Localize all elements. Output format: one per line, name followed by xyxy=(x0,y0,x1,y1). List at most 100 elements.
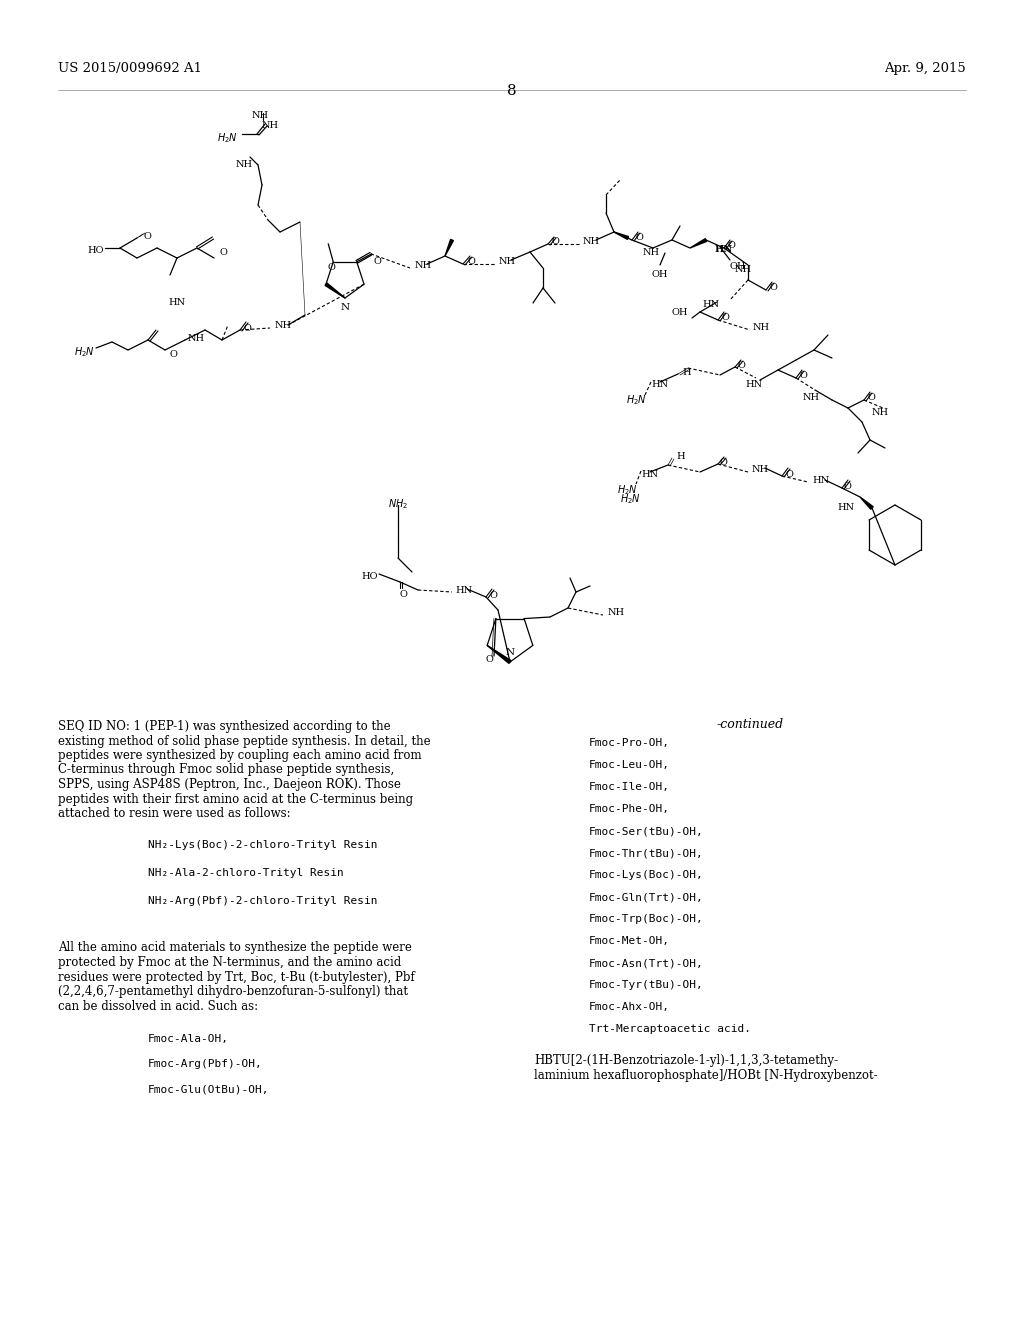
Text: $H_2N$: $H_2N$ xyxy=(217,131,239,145)
Text: O: O xyxy=(769,282,777,292)
Text: NH₂-Lys(Boc)-2-chloro-Trityl Resin: NH₂-Lys(Boc)-2-chloro-Trityl Resin xyxy=(148,840,378,850)
Text: NH: NH xyxy=(415,261,432,271)
Text: Fmoc-Ser(tBu)-OH,: Fmoc-Ser(tBu)-OH, xyxy=(589,826,703,836)
Text: O: O xyxy=(727,242,735,249)
Text: US 2015/0099692 A1: US 2015/0099692 A1 xyxy=(58,62,202,75)
Text: Fmoc-Trp(Boc)-OH,: Fmoc-Trp(Boc)-OH, xyxy=(589,913,703,924)
Text: NH: NH xyxy=(753,323,770,333)
Text: O: O xyxy=(489,591,497,601)
Text: O: O xyxy=(867,393,874,403)
Text: O: O xyxy=(219,248,227,257)
Text: O: O xyxy=(143,232,151,242)
Polygon shape xyxy=(325,282,345,298)
Text: OH: OH xyxy=(730,261,746,271)
Text: existing method of solid phase peptide synthesis. In detail, the: existing method of solid phase peptide s… xyxy=(58,734,431,747)
Text: HN: HN xyxy=(168,298,185,308)
Text: NH₂-Ala-2-chloro-Trityl Resin: NH₂-Ala-2-chloro-Trityl Resin xyxy=(148,867,344,878)
Text: 8: 8 xyxy=(507,84,517,98)
Text: Fmoc-Met-OH,: Fmoc-Met-OH, xyxy=(589,936,670,946)
Text: HN: HN xyxy=(812,477,829,484)
Text: OH: OH xyxy=(672,308,688,317)
Text: Apr. 9, 2015: Apr. 9, 2015 xyxy=(885,62,966,75)
Text: O: O xyxy=(169,350,177,359)
Text: O: O xyxy=(327,263,335,272)
Text: NH: NH xyxy=(252,111,268,120)
Text: HN: HN xyxy=(702,300,720,309)
Text: NH: NH xyxy=(275,321,292,330)
Polygon shape xyxy=(487,645,511,664)
Text: $H_2N$: $H_2N$ xyxy=(620,492,641,506)
Text: C-terminus through Fmoc solid phase peptide synthesis,: C-terminus through Fmoc solid phase pept… xyxy=(58,763,394,776)
Text: N: N xyxy=(340,304,349,312)
Text: Fmoc-Lys(Boc)-OH,: Fmoc-Lys(Boc)-OH, xyxy=(589,870,703,880)
Text: Trt-Mercaptoacetic acid.: Trt-Mercaptoacetic acid. xyxy=(589,1024,751,1034)
Text: O: O xyxy=(738,360,745,370)
Text: O: O xyxy=(720,458,728,467)
Text: SPPS, using ASP48S (Peptron, Inc., Daejeon ROK). Those: SPPS, using ASP48S (Peptron, Inc., Daeje… xyxy=(58,777,400,791)
Text: NH: NH xyxy=(236,160,253,169)
Text: NH: NH xyxy=(643,248,660,257)
Text: HN: HN xyxy=(651,380,668,389)
Text: O: O xyxy=(400,590,408,599)
Text: HBTU[2-(1H-Benzotriazole-1-yl)-1,1,3,3-tetamethy-: HBTU[2-(1H-Benzotriazole-1-yl)-1,1,3,3-t… xyxy=(534,1053,838,1067)
Text: O: O xyxy=(485,655,493,664)
Text: N: N xyxy=(506,648,515,657)
Text: NH: NH xyxy=(188,334,205,343)
Text: O: O xyxy=(785,470,793,479)
Text: O: O xyxy=(721,313,729,322)
Text: Fmoc-Leu-OH,: Fmoc-Leu-OH, xyxy=(589,760,670,770)
Text: Fmoc-Ahx-OH,: Fmoc-Ahx-OH, xyxy=(589,1002,670,1012)
Text: NH: NH xyxy=(608,609,625,616)
Text: O: O xyxy=(636,234,644,242)
Text: Fmoc-Thr(tBu)-OH,: Fmoc-Thr(tBu)-OH, xyxy=(589,847,703,858)
Text: laminium hexafluorophosphate]/HOBt [N-Hydroxybenzot-: laminium hexafluorophosphate]/HOBt [N-Hy… xyxy=(534,1068,878,1081)
Text: $H_2N$: $H_2N$ xyxy=(617,483,638,496)
Text: $H_2N$: $H_2N$ xyxy=(626,393,647,407)
Text: All the amino acid materials to synthesize the peptide were: All the amino acid materials to synthesi… xyxy=(58,941,412,954)
Text: Fmoc-Gln(Trt)-OH,: Fmoc-Gln(Trt)-OH, xyxy=(589,892,703,902)
Text: H: H xyxy=(682,368,690,378)
Polygon shape xyxy=(445,239,454,256)
Text: NH: NH xyxy=(583,238,600,246)
Text: -continued: -continued xyxy=(717,718,783,731)
Text: O: O xyxy=(844,482,852,491)
Text: NH: NH xyxy=(262,121,280,129)
Text: HN: HN xyxy=(715,246,733,253)
Polygon shape xyxy=(860,498,873,510)
Text: O: O xyxy=(467,257,475,267)
Text: OH: OH xyxy=(651,271,669,279)
Text: SEQ ID NO: 1 (PEP-1) was synthesized according to the: SEQ ID NO: 1 (PEP-1) was synthesized acc… xyxy=(58,719,390,733)
Text: Fmoc-Tyr(tBu)-OH,: Fmoc-Tyr(tBu)-OH, xyxy=(589,979,703,990)
Text: can be dissolved in acid. Such as:: can be dissolved in acid. Such as: xyxy=(58,999,258,1012)
Text: attached to resin were used as follows:: attached to resin were used as follows: xyxy=(58,807,291,820)
Text: Fmoc-Phe-OH,: Fmoc-Phe-OH, xyxy=(589,804,670,814)
Text: NH: NH xyxy=(872,408,889,417)
Text: Fmoc-Ala-OH,: Fmoc-Ala-OH, xyxy=(148,1034,229,1044)
Polygon shape xyxy=(690,239,707,248)
Text: Fmoc-Arg(Pbf)-OH,: Fmoc-Arg(Pbf)-OH, xyxy=(148,1059,263,1069)
Text: Fmoc-Glu(OtBu)-OH,: Fmoc-Glu(OtBu)-OH, xyxy=(148,1084,269,1094)
Text: HO: HO xyxy=(87,246,104,255)
Text: O: O xyxy=(552,238,560,246)
Text: HN: HN xyxy=(838,503,855,512)
Text: O: O xyxy=(799,371,807,380)
Text: HN: HN xyxy=(641,470,658,479)
Text: $H_2N$: $H_2N$ xyxy=(74,345,95,359)
Text: H: H xyxy=(676,451,685,461)
Text: peptides with their first amino acid at the C-terminus being: peptides with their first amino acid at … xyxy=(58,792,413,805)
Text: HN: HN xyxy=(455,586,472,595)
Text: NH: NH xyxy=(752,465,769,474)
Polygon shape xyxy=(614,232,629,239)
Text: protected by Fmoc at the N-terminus, and the amino acid: protected by Fmoc at the N-terminus, and… xyxy=(58,956,401,969)
Text: HN: HN xyxy=(745,380,762,389)
Text: NH: NH xyxy=(803,393,820,403)
Text: O: O xyxy=(243,323,251,333)
Text: Fmoc-Asn(Trt)-OH,: Fmoc-Asn(Trt)-OH, xyxy=(589,958,703,968)
Text: Fmoc-Ile-OH,: Fmoc-Ile-OH, xyxy=(589,781,670,792)
Text: residues were protected by Trt, Boc, t-Bu (t-butylester), Pbf: residues were protected by Trt, Boc, t-B… xyxy=(58,970,415,983)
Text: NH: NH xyxy=(499,257,516,267)
Text: Fmoc-Pro-OH,: Fmoc-Pro-OH, xyxy=(589,738,670,748)
Text: $NH_2$: $NH_2$ xyxy=(388,498,409,511)
Text: NH₂-Arg(Pbf)-2-chloro-Trityl Resin: NH₂-Arg(Pbf)-2-chloro-Trityl Resin xyxy=(148,895,378,906)
Text: (2,2,4,6,7-pentamethyl dihydro-benzofuran-5-sulfonyl) that: (2,2,4,6,7-pentamethyl dihydro-benzofura… xyxy=(58,985,408,998)
